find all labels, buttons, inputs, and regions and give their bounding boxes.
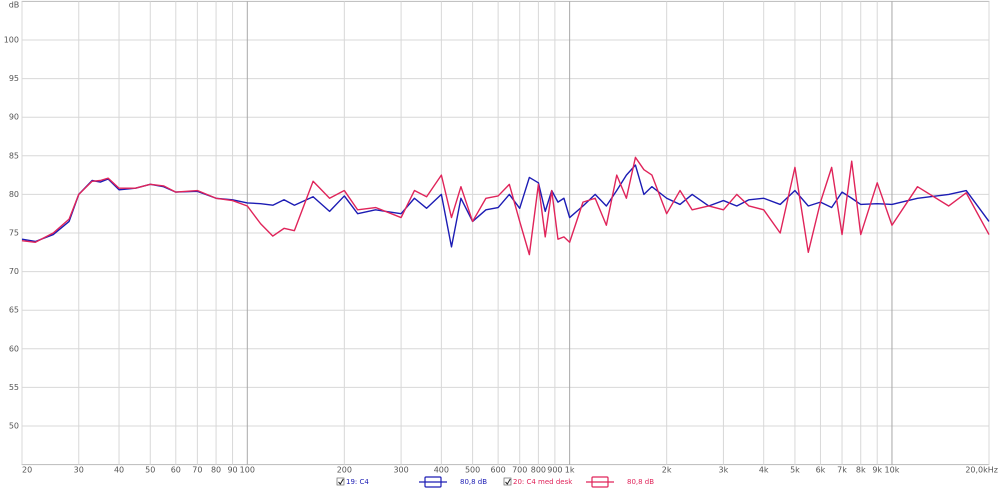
y-tick-label: 55 bbox=[9, 383, 19, 392]
legend-check bbox=[338, 478, 344, 485]
x-tick-label: 600 bbox=[490, 466, 505, 475]
x-tick-label: 60 bbox=[171, 466, 181, 475]
legend-label: 20: C4 med desk bbox=[513, 478, 573, 486]
y-tick-label: 60 bbox=[9, 344, 19, 353]
x-tick-label: 200 bbox=[337, 466, 352, 475]
legend-checkbox[interactable] bbox=[503, 477, 512, 486]
y-tick-label: 75 bbox=[9, 229, 19, 238]
y-tick-label: 100 bbox=[4, 36, 19, 45]
x-tick-label: 9k bbox=[872, 466, 882, 475]
x-tick-label: 400 bbox=[434, 466, 449, 475]
x-tick-label: 40 bbox=[114, 466, 124, 475]
x-tick-label: 3k bbox=[719, 466, 729, 475]
x-tick-label: 10k bbox=[885, 466, 900, 475]
series-line bbox=[21, 156, 990, 256]
x-tick-label: 1k bbox=[565, 466, 575, 475]
x-tick-label: 80 bbox=[211, 466, 221, 475]
y-axis-label: dB bbox=[9, 1, 20, 10]
x-tick-label: 4k bbox=[759, 466, 769, 475]
x-tick-label: 500 bbox=[465, 466, 480, 475]
x-tick-label: 30 bbox=[74, 466, 84, 475]
legend-check bbox=[505, 478, 511, 485]
x-tick-label: 20 bbox=[22, 466, 32, 475]
x-tick-label: 300 bbox=[393, 466, 408, 475]
x-tick-label: 90 bbox=[227, 466, 237, 475]
x-tick-label: 800 bbox=[531, 466, 546, 475]
y-tick-label: 80 bbox=[9, 190, 19, 199]
x-tick-label: 7k bbox=[837, 466, 847, 475]
x-tick-label: 50 bbox=[145, 466, 155, 475]
y-tick-label: 65 bbox=[9, 306, 19, 315]
legend-label: 19: C4 bbox=[346, 478, 369, 486]
x-tick-label: 6k bbox=[816, 466, 826, 475]
x-tick-label: 5k bbox=[790, 466, 800, 475]
y-tick-label: 70 bbox=[9, 267, 19, 276]
x-tick-label: 2k bbox=[662, 466, 672, 475]
legend-checkbox[interactable] bbox=[336, 477, 345, 486]
y-tick-label: 50 bbox=[9, 422, 19, 431]
y-tick-label: 85 bbox=[9, 151, 19, 160]
legend-level: 80,8 dB bbox=[460, 478, 487, 486]
x-tick-label: 100 bbox=[240, 466, 255, 475]
x-tick-label: 700 bbox=[512, 466, 527, 475]
y-tick-label: 95 bbox=[9, 74, 19, 83]
x-tick-label: 8k bbox=[856, 466, 866, 475]
x-tick-label: 900 bbox=[547, 466, 562, 475]
legend-level: 80,8 dB bbox=[627, 478, 654, 486]
y-tick-label: 90 bbox=[9, 113, 19, 122]
x-tick-label: 20,0kHz bbox=[965, 466, 998, 475]
x-tick-label: 70 bbox=[192, 466, 202, 475]
